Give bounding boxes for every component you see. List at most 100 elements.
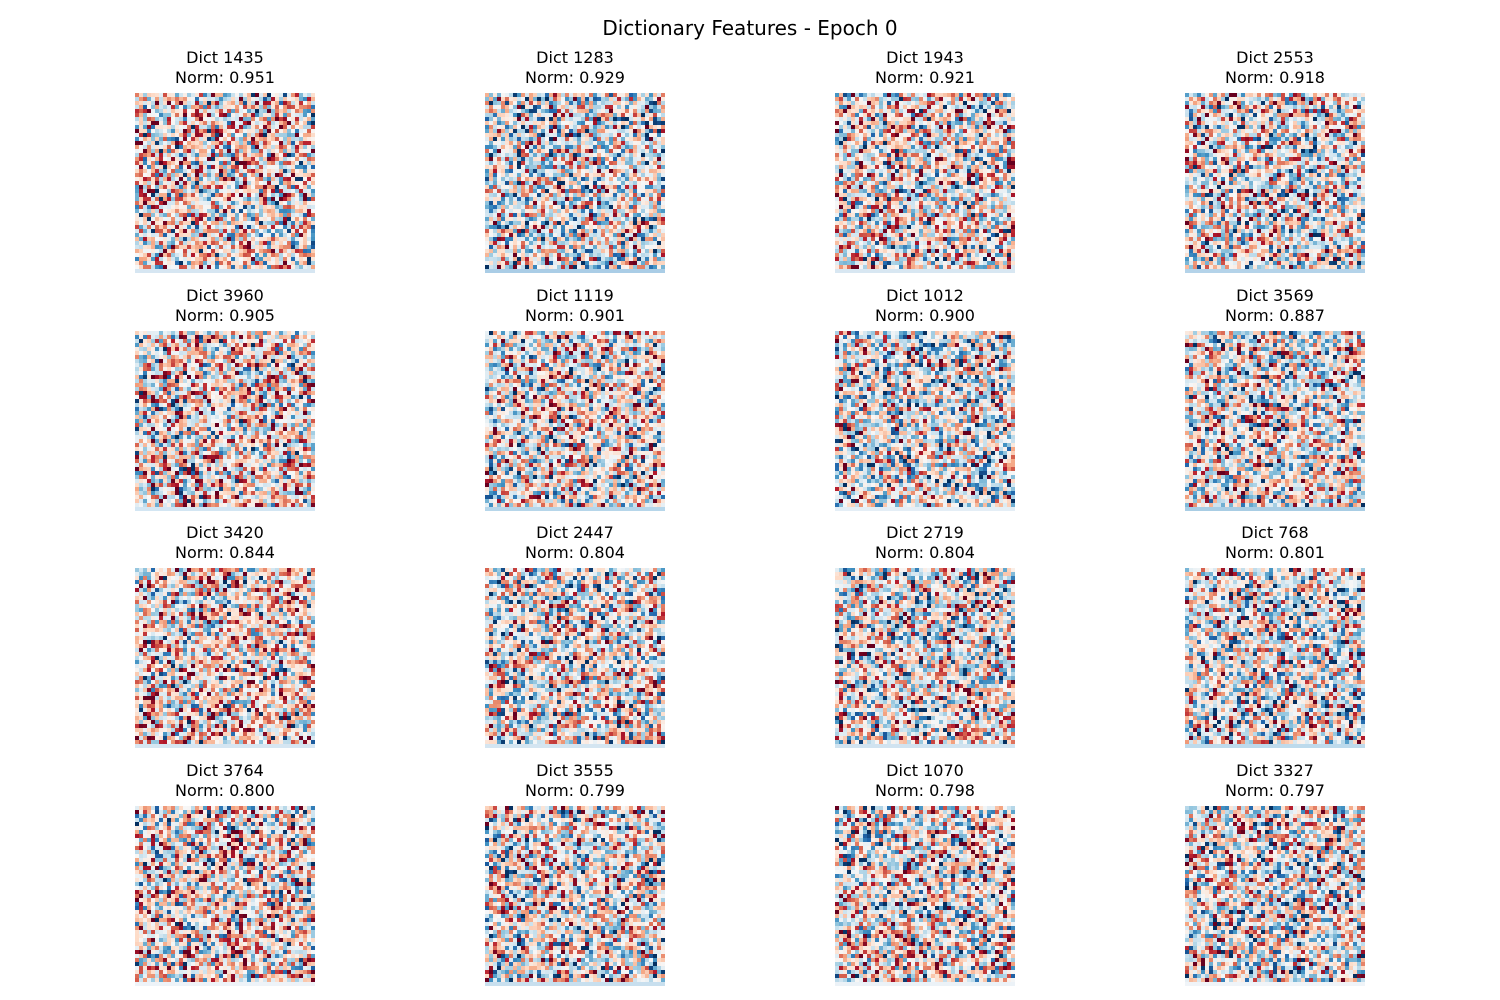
heatmap-cell	[593, 109, 597, 113]
heatmap-cell	[553, 141, 557, 145]
heatmap-cell	[239, 265, 243, 269]
heatmap-cell	[291, 209, 295, 213]
heatmap-cell	[565, 261, 569, 265]
heatmap-cell	[215, 269, 219, 273]
heatmap-cell	[955, 161, 959, 165]
heatmap-cell	[1007, 121, 1011, 125]
heatmap-cell	[287, 137, 291, 141]
heatmap-cell	[199, 201, 203, 205]
heatmap-cell	[287, 93, 291, 97]
heatmap-cell	[287, 157, 291, 161]
heatmap-cell	[263, 105, 267, 109]
heatmap-cell	[641, 201, 645, 205]
heatmap-cell	[529, 177, 533, 181]
heatmap-cell	[509, 161, 513, 165]
heatmap-cell	[561, 177, 565, 181]
heatmap-cell	[505, 169, 509, 173]
heatmap-cell	[255, 189, 259, 193]
heatmap-cell	[501, 157, 505, 161]
heatmap-cell	[931, 129, 935, 133]
heatmap-cell	[203, 121, 207, 125]
heatmap-cell	[835, 125, 839, 129]
heatmap-cell	[931, 157, 935, 161]
heatmap-cell	[231, 229, 235, 233]
heatmap-cell	[855, 133, 859, 137]
heatmap-cell	[279, 161, 283, 165]
heatmap-cell	[589, 121, 593, 125]
heatmap-cell	[223, 105, 227, 109]
heatmap-cell	[895, 113, 899, 117]
heatmap-cell	[175, 229, 179, 233]
heatmap-cell	[871, 141, 875, 145]
heatmap-cell	[947, 145, 951, 149]
heatmap-cell	[657, 117, 661, 121]
heatmap-cell	[657, 157, 661, 161]
heatmap-cell	[239, 261, 243, 265]
heatmap-cell	[545, 269, 549, 273]
heatmap-cell	[589, 233, 593, 237]
heatmap-cell	[191, 197, 195, 201]
heatmap-cell	[271, 245, 275, 249]
heatmap-cell	[835, 153, 839, 157]
heatmap-cell	[143, 205, 147, 209]
heatmap-cell	[541, 189, 545, 193]
heatmap-cell	[553, 117, 557, 121]
heatmap-cell	[505, 189, 509, 193]
heatmap-cell	[621, 185, 625, 189]
heatmap-cell	[971, 121, 975, 125]
heatmap-cell	[199, 113, 203, 117]
heatmap-cell	[497, 261, 501, 265]
heatmap-cell	[907, 109, 911, 113]
heatmap-cell	[295, 205, 299, 209]
heatmap-cell	[935, 113, 939, 117]
heatmap-cell	[633, 141, 637, 145]
heatmap-cell	[179, 265, 183, 269]
heatmap-cell	[585, 105, 589, 109]
heatmap-cell	[637, 125, 641, 129]
heatmap-cell	[629, 133, 633, 137]
heatmap-cell	[235, 129, 239, 133]
heatmap-cell	[585, 217, 589, 221]
heatmap-cell	[959, 93, 963, 97]
heatmap-cell	[513, 253, 517, 257]
heatmap-cell	[895, 137, 899, 141]
heatmap-cell	[223, 221, 227, 225]
heatmap-cell	[657, 237, 661, 241]
heatmap-cell	[147, 213, 151, 217]
heatmap-cell	[183, 245, 187, 249]
heatmap-cell	[537, 241, 541, 245]
heatmap-cell	[645, 173, 649, 177]
heatmap-cell	[159, 177, 163, 181]
heatmap-cell	[1011, 129, 1015, 133]
heatmap-cell	[509, 181, 513, 185]
heatmap-cell	[541, 237, 545, 241]
heatmap-cell	[581, 121, 585, 125]
heatmap-cell	[971, 101, 975, 105]
heatmap-cell	[509, 117, 513, 121]
heatmap-cell	[199, 185, 203, 189]
heatmap-cell	[1003, 129, 1007, 133]
heatmap-cell	[661, 137, 665, 141]
heatmap-cell	[899, 157, 903, 161]
heatmap-cell	[239, 185, 243, 189]
heatmap-cell	[657, 173, 661, 177]
heatmap-cell	[505, 249, 509, 253]
heatmap-cell	[537, 105, 541, 109]
heatmap-cell	[609, 221, 613, 225]
heatmap-cell	[589, 97, 593, 101]
heatmap-cell	[991, 149, 995, 153]
heatmap-cell	[263, 173, 267, 177]
heatmap-cell	[895, 145, 899, 149]
heatmap-cell	[159, 161, 163, 165]
heatmap-cell	[525, 177, 529, 181]
heatmap-cell	[661, 177, 665, 181]
heatmap-cell	[175, 177, 179, 181]
heatmap-cell	[617, 141, 621, 145]
heatmap-cell	[601, 141, 605, 145]
heatmap-cell	[967, 93, 971, 97]
heatmap-cell	[147, 269, 151, 273]
heatmap-cell	[501, 257, 505, 261]
heatmap-cell	[271, 125, 275, 129]
heatmap-cell	[259, 117, 263, 121]
heatmap-cell	[569, 93, 573, 97]
